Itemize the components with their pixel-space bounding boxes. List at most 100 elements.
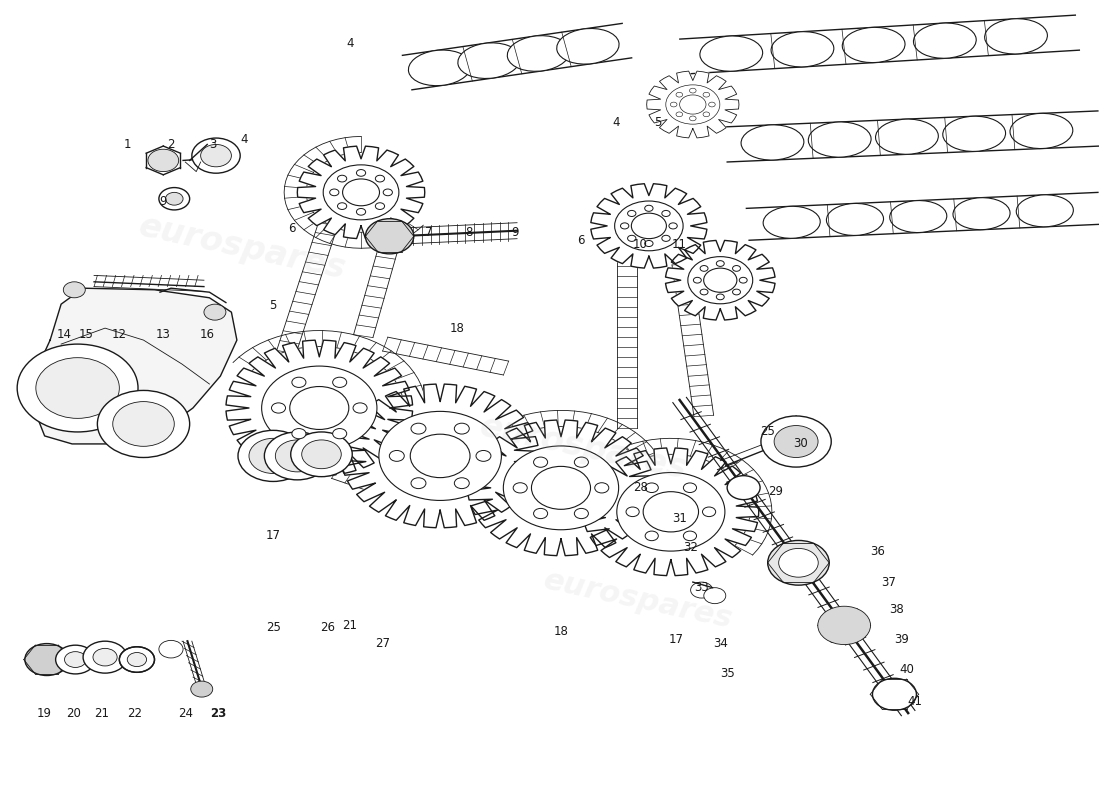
Text: 22: 22 (128, 706, 142, 719)
Circle shape (703, 112, 710, 117)
Polygon shape (341, 384, 539, 528)
Circle shape (534, 509, 548, 518)
Text: 10: 10 (632, 238, 648, 250)
Circle shape (275, 440, 319, 472)
Circle shape (534, 457, 548, 467)
Circle shape (670, 102, 676, 107)
Circle shape (716, 261, 724, 266)
Circle shape (84, 641, 126, 673)
Circle shape (64, 282, 86, 298)
Circle shape (690, 88, 696, 93)
Circle shape (18, 344, 138, 432)
Ellipse shape (700, 36, 762, 71)
Text: 38: 38 (889, 602, 903, 616)
Circle shape (65, 652, 86, 667)
Text: 27: 27 (375, 637, 390, 650)
Circle shape (330, 189, 339, 196)
Text: 40: 40 (900, 663, 914, 677)
Circle shape (25, 643, 69, 675)
Circle shape (504, 446, 618, 530)
Ellipse shape (507, 36, 570, 71)
Circle shape (716, 294, 724, 300)
Circle shape (158, 640, 183, 658)
Circle shape (620, 223, 629, 229)
Circle shape (645, 241, 653, 246)
Text: 6: 6 (288, 222, 296, 234)
Text: 4: 4 (241, 133, 249, 146)
Text: 37: 37 (881, 575, 895, 589)
Ellipse shape (763, 206, 821, 238)
Circle shape (768, 541, 829, 585)
Circle shape (662, 235, 670, 242)
Text: 13: 13 (156, 328, 170, 341)
Circle shape (704, 268, 737, 292)
Circle shape (383, 189, 393, 196)
Circle shape (356, 209, 365, 215)
Circle shape (165, 192, 183, 205)
Circle shape (190, 681, 212, 697)
Circle shape (410, 434, 470, 478)
Text: 6: 6 (578, 234, 584, 246)
Circle shape (628, 235, 636, 242)
Ellipse shape (741, 125, 804, 160)
Ellipse shape (890, 201, 947, 233)
Text: 34: 34 (713, 637, 728, 650)
Text: eurospares: eurospares (540, 566, 735, 634)
Text: 11: 11 (672, 238, 688, 250)
Text: 7: 7 (426, 226, 433, 238)
Text: 2: 2 (167, 138, 175, 151)
Circle shape (249, 438, 297, 474)
Text: 9: 9 (512, 226, 518, 238)
Circle shape (666, 85, 719, 124)
Polygon shape (666, 241, 776, 320)
Text: 21: 21 (95, 706, 109, 719)
Polygon shape (583, 448, 759, 576)
Circle shape (389, 450, 405, 462)
Circle shape (375, 202, 385, 210)
Text: 12: 12 (112, 328, 126, 341)
Circle shape (872, 678, 916, 710)
Text: 39: 39 (894, 633, 909, 646)
Circle shape (514, 482, 527, 493)
Ellipse shape (808, 122, 871, 157)
Circle shape (691, 582, 713, 598)
Polygon shape (226, 340, 412, 476)
Text: 33: 33 (694, 581, 710, 594)
Circle shape (669, 223, 678, 229)
Circle shape (595, 482, 608, 493)
Text: 35: 35 (720, 666, 735, 680)
Circle shape (113, 402, 174, 446)
Text: 14: 14 (57, 328, 72, 341)
Circle shape (644, 492, 698, 532)
Circle shape (676, 112, 683, 117)
Text: 15: 15 (79, 328, 94, 341)
Ellipse shape (557, 29, 619, 64)
Circle shape (342, 179, 380, 206)
Circle shape (94, 648, 117, 666)
Circle shape (688, 257, 752, 304)
Circle shape (700, 289, 708, 295)
Ellipse shape (458, 43, 520, 78)
Circle shape (378, 411, 502, 501)
Polygon shape (468, 420, 654, 556)
Ellipse shape (826, 203, 883, 235)
Text: 32: 32 (683, 542, 698, 554)
Circle shape (191, 138, 240, 173)
Circle shape (739, 278, 747, 283)
Circle shape (262, 366, 377, 450)
Text: 16: 16 (200, 328, 214, 341)
Circle shape (645, 483, 658, 493)
Polygon shape (591, 184, 707, 268)
Circle shape (204, 304, 226, 320)
Circle shape (290, 432, 352, 477)
Text: 17: 17 (669, 633, 684, 646)
Circle shape (238, 430, 308, 482)
Polygon shape (297, 146, 425, 238)
Text: 28: 28 (632, 482, 648, 494)
Text: 25: 25 (266, 621, 280, 634)
Text: 3: 3 (209, 138, 217, 151)
Circle shape (615, 201, 683, 250)
Text: eurospares: eurospares (135, 210, 349, 286)
Circle shape (680, 95, 706, 114)
Circle shape (626, 507, 639, 517)
